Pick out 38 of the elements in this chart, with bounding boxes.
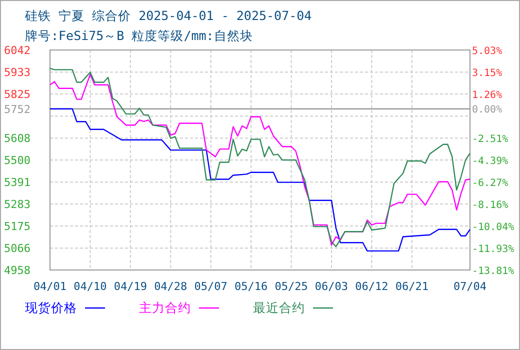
subtitle: 牌号:FeSi75～B 粒度等级/mm:自然块	[25, 28, 253, 43]
y-tick-label: 4958	[4, 264, 30, 277]
y-tick-label: 5933	[4, 66, 30, 80]
y-tick-label: 5608	[4, 132, 30, 146]
x-tick-label: 06/12	[355, 280, 388, 293]
y2-tick-label: -6.27%	[472, 178, 508, 189]
x-tick-label: 04/19	[114, 280, 147, 293]
y2-tick-label: -10.04%	[472, 222, 514, 233]
y-tick-label: 5752	[4, 102, 30, 116]
y2-tick-label: -13.81%	[472, 266, 514, 277]
y2-tick-label: 0.00%	[472, 104, 502, 116]
x-tick-label: 05/16	[234, 280, 268, 293]
y-tick-label: 5391	[4, 176, 30, 190]
y2-tick-label: -11.93%	[472, 244, 514, 256]
legend-label: 现货价格	[25, 300, 77, 315]
x-tick-label: 04/28	[154, 280, 188, 293]
x-tick-label: 06/21	[395, 280, 428, 293]
y-tick-label: 6042	[4, 44, 30, 57]
y2-tick-label: 5.03%	[472, 46, 502, 57]
y-tick-label: 5175	[4, 220, 30, 233]
y2-tick-label: -4.39%	[472, 156, 508, 167]
x-tick-label: 06/03	[314, 280, 348, 293]
y-tick-label: 5283	[4, 198, 30, 212]
x-tick-label: 04/01	[33, 280, 67, 293]
x-tick-label: 07/04	[453, 280, 487, 293]
y-tick-label: 5500	[4, 154, 30, 167]
legend-label: 最近合约	[253, 300, 305, 315]
y2-tick-label: 1.26%	[472, 90, 502, 102]
y-tick-label: 5825	[4, 88, 30, 102]
y2-tick-label: 3.15%	[472, 68, 502, 79]
y2-tick-label: -8.16%	[472, 200, 508, 212]
legend-label: 主力合约	[139, 300, 191, 315]
x-tick-label: 04/10	[74, 280, 107, 293]
x-tick-label: 05/25	[274, 280, 308, 293]
x-tick-label: 05/07	[194, 280, 228, 293]
y2-tick-label: -2.51%	[472, 134, 508, 146]
y-tick-label: 5066	[4, 242, 30, 256]
title: 硅铁 宁夏 综合价 2025-04-01 - 2025-07-04	[25, 8, 312, 23]
